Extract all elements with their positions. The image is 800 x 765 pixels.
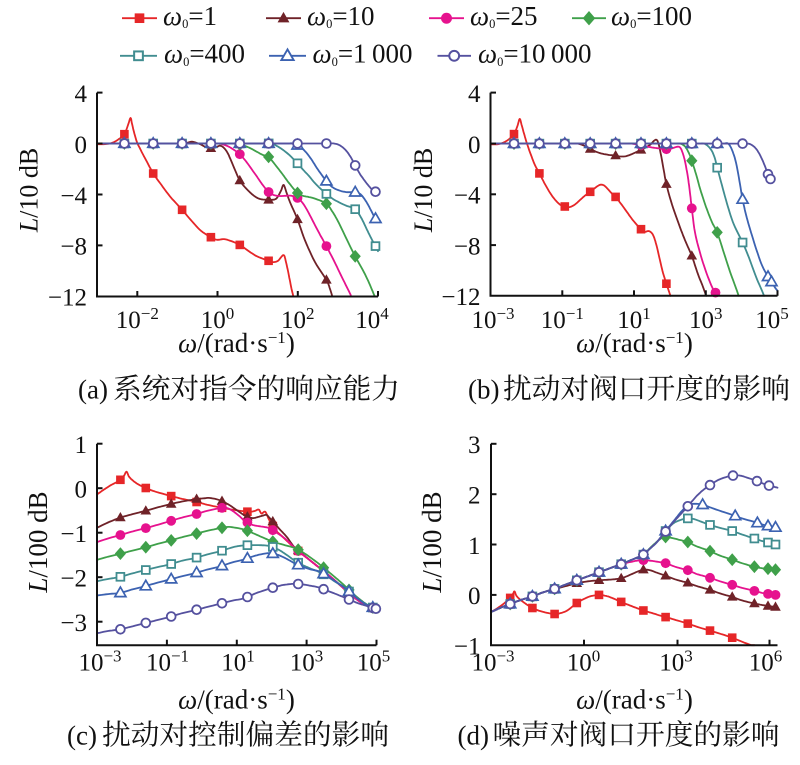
svg-text:L/10 dB: L/10 dB [409,148,438,234]
svg-text:(d): (d) [458,721,489,751]
svg-text:2: 2 [468,483,481,510]
svg-text:(c): (c) [67,721,97,751]
svg-text:4: 4 [75,81,88,108]
svg-text:−8: −8 [60,234,87,261]
svg-text:ω0=25: ω0=25 [470,1,538,31]
svg-text:(b): (b) [468,375,499,405]
svg-text:0: 0 [468,583,481,610]
svg-text:ω/(rad·s−1): ω/(rad·s−1) [178,685,295,715]
svg-text:ω0=400: ω0=400 [164,39,245,69]
svg-text:L/100 dB: L/100 dB [417,491,447,593]
svg-text:−3: −3 [60,610,87,637]
svg-text:ω0=1: ω0=1 [163,1,217,31]
svg-text:ω0=100: ω0=100 [611,1,692,31]
svg-text:L/10 dB: L/10 dB [15,148,44,234]
svg-text:ω/(rad·s−1): ω/(rad·s−1) [576,328,693,358]
svg-text:−1: −1 [454,634,481,661]
svg-text:1: 1 [468,533,481,560]
svg-text:10−2: 10−2 [116,304,159,334]
svg-text:−12: −12 [441,284,480,311]
svg-text:−8: −8 [454,233,481,260]
svg-text:ω0=10: ω0=10 [307,1,375,31]
svg-text:0: 0 [75,477,88,504]
svg-text:L/100 dB: L/100 dB [23,491,53,593]
svg-text:−4: −4 [60,183,87,210]
svg-text:4: 4 [468,81,481,108]
svg-text:−2: −2 [60,566,87,593]
svg-text:0: 0 [75,132,88,159]
svg-text:ω0=1 000: ω0=1 000 [313,39,413,69]
svg-text:10−1: 10−1 [541,304,584,334]
svg-text:−12: −12 [48,285,87,312]
svg-text:ω0=10 000: ω0=10 000 [478,39,591,69]
svg-text:−4: −4 [454,183,481,210]
svg-text:3: 3 [468,432,481,459]
svg-text:−1: −1 [60,521,87,548]
svg-text:(a): (a) [78,375,108,405]
svg-text:1: 1 [75,432,88,459]
svg-text:0: 0 [468,132,481,159]
